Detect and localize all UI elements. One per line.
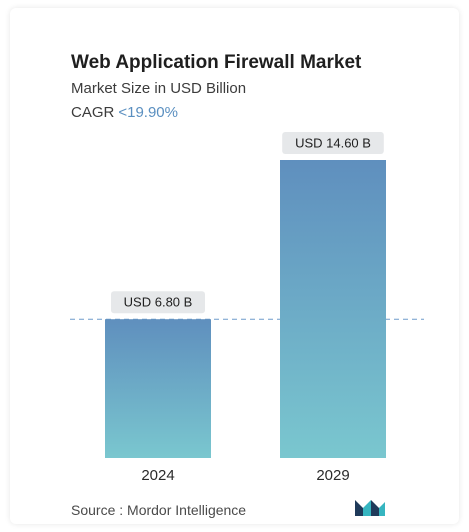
x-tick-label-2024: 2024 [141, 467, 174, 484]
mordor-intelligence-logo-icon [355, 500, 385, 516]
data-label-bg-2029 [282, 132, 384, 154]
source-text: Source : Mordor Intelligence [71, 502, 247, 518]
bar-2024 [105, 319, 211, 458]
chart-title: Web Application Firewall Market [71, 52, 362, 73]
data-label-2024: USD 6.80 B [124, 295, 193, 310]
data-label-bg-2024 [111, 291, 205, 314]
cagr-line: CAGR <19.90% [71, 104, 178, 121]
x-tick-label-2029: 2029 [316, 467, 349, 484]
chart-subtitle: Market Size in USD Billion [71, 80, 247, 97]
cagr-label: CAGR [71, 104, 115, 121]
cagr-value: <19.90% [118, 104, 178, 121]
data-label-2029: USD 14.60 B [295, 136, 371, 151]
bar-2029 [280, 160, 386, 458]
